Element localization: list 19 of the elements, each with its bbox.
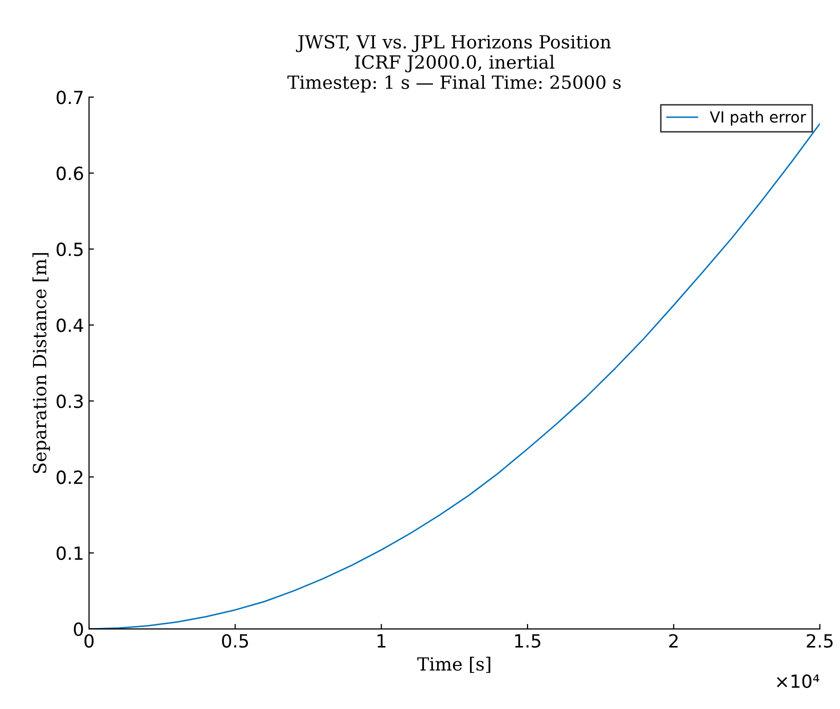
y-tick-label: 0	[74, 622, 83, 636]
legend-label: VI path error	[710, 110, 806, 126]
x-tick-label: 0	[84, 634, 94, 648]
y-tick-label: 0.3	[56, 394, 83, 408]
y-tick-label: 0.4	[56, 318, 84, 332]
x-tick-label: 1	[378, 634, 386, 648]
chart-title: JWST, VI vs. JPL Horizons Position ICRF J2000.0, inertial Timestep: 1 s — Final Time: 25000 s	[287, 34, 621, 93]
y-tick-label: 0.5	[56, 242, 83, 256]
text: ×10⁴	[776, 674, 820, 688]
x-axis-title: Time [s]	[417, 656, 490, 673]
x-tick-label: 0.5	[222, 634, 248, 648]
x-tick-label: 2.5	[806, 634, 833, 648]
y-tick-label: 0.2	[56, 470, 82, 484]
x-tick-label: 2	[669, 634, 678, 648]
y-tick-label: 0.6	[56, 166, 84, 180]
y-tick-label: 0.7	[56, 90, 83, 104]
y-axis-title: Separation Distance [m]	[32, 253, 50, 473]
y-tick-label: 0.1	[56, 546, 83, 560]
x-tick-label: 1.5	[515, 634, 540, 648]
